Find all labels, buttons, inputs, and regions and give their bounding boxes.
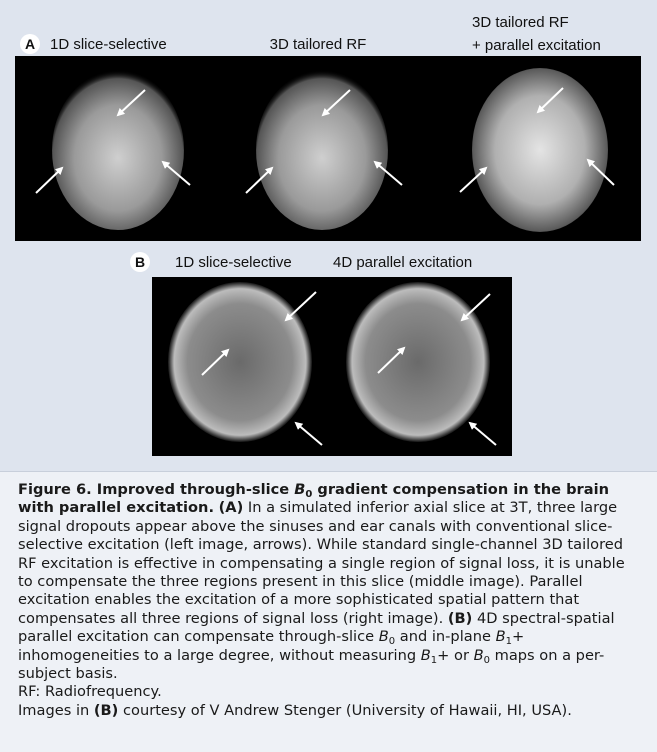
arrows <box>35 87 615 194</box>
caption-text: 0 <box>305 489 313 500</box>
arrows <box>201 291 497 446</box>
caption-text: Images in <box>18 701 94 719</box>
caption-text: + or <box>437 646 474 664</box>
caption-text: In a simulated inferior axial slice at 3… <box>18 499 625 627</box>
image-label: 4D parallel excitation <box>333 254 472 271</box>
caption-text: 1 <box>430 654 438 666</box>
image-label: 1D slice-selective <box>175 254 292 271</box>
caption-text: B <box>495 628 506 646</box>
caption: Figure 6. Improved through-slice B0 grad… <box>0 471 657 752</box>
panel-badge <box>20 34 40 54</box>
mri-image <box>168 282 312 442</box>
caption-text: + inhomogeneities to a large degree, wit… <box>18 628 525 664</box>
caption-text: 0 <box>388 636 396 648</box>
caption-text: B <box>420 646 431 664</box>
mri-image <box>346 282 490 442</box>
caption-text: (B) <box>447 609 473 627</box>
caption-text: maps on a per-subject basis. <box>18 646 605 683</box>
figure: A 1D slice-selective 3D tailored RF 3D t… <box>0 0 657 471</box>
panel-label: B <box>135 254 145 270</box>
caption-main: Figure 6. Improved through-slice B0 grad… <box>18 481 643 683</box>
caption-text: and in-plane <box>395 628 496 646</box>
panel-badge <box>130 252 150 272</box>
mri-image <box>52 70 184 230</box>
caption-text: (A) <box>218 499 244 517</box>
image-label: 3D tailored RF <box>270 36 367 53</box>
caption-abbreviation: RF: Radiofrequency. <box>18 683 162 701</box>
caption-text: B <box>294 481 306 498</box>
caption-text: Figure 6. Improved through-slice <box>18 481 295 498</box>
image-label: + parallel excitation <box>472 37 601 54</box>
caption-text: (B) <box>93 701 119 719</box>
caption-text: courtesy of V Andrew Stenger (University… <box>118 701 572 719</box>
mri-image <box>472 68 608 232</box>
caption-text: 1 <box>505 636 512 648</box>
image-label: 1D slice-selective <box>50 36 167 53</box>
caption-text: 4D spectral-spatial parallel excitation … <box>18 609 615 646</box>
caption-text: B <box>473 646 484 664</box>
image-label: 3D tailored RF <box>472 14 569 31</box>
caption-text: 0 <box>483 654 490 666</box>
panel-label: A <box>25 36 35 52</box>
caption-text: gradient compensation in the brain with … <box>18 481 609 517</box>
caption-text: B <box>378 628 389 646</box>
caption-credit: Images in (B) courtesy of V Andrew Steng… <box>18 702 643 720</box>
mri-image <box>256 70 388 230</box>
